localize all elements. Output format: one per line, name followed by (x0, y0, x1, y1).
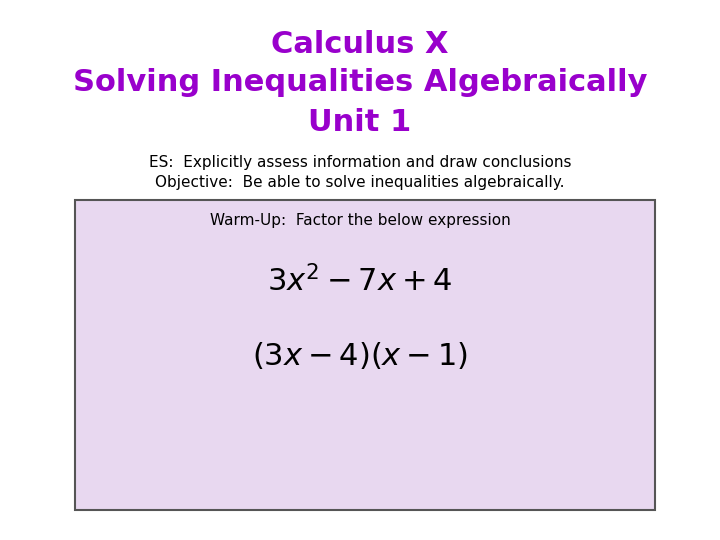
Text: Warm-Up:  Factor the below expression: Warm-Up: Factor the below expression (210, 213, 510, 228)
Text: Objective:  Be able to solve inequalities algebraically.: Objective: Be able to solve inequalities… (156, 175, 564, 190)
Text: Calculus X: Calculus X (271, 30, 449, 59)
Text: ES:  Explicitly assess information and draw conclusions: ES: Explicitly assess information and dr… (149, 155, 571, 170)
Text: Solving Inequalities Algebraically: Solving Inequalities Algebraically (73, 68, 647, 97)
FancyBboxPatch shape (75, 200, 655, 510)
Text: $3x^2 - 7x + 4$: $3x^2 - 7x + 4$ (267, 265, 453, 298)
Text: Unit 1: Unit 1 (308, 108, 412, 137)
Text: $(3x - 4)(x - 1)$: $(3x - 4)(x - 1)$ (252, 340, 468, 371)
